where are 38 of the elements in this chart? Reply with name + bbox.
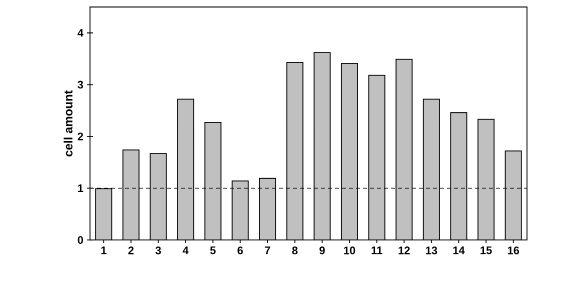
bar [396, 59, 412, 240]
bar [341, 63, 358, 240]
bar [232, 180, 248, 240]
y-tick-label: 1 [78, 184, 84, 192]
bar [504, 150, 522, 240]
bar [286, 62, 303, 240]
x-tick-label: 1 [101, 246, 106, 254]
bar [96, 188, 112, 240]
x-tick-label: 2 [128, 246, 134, 254]
x-tick-label: 7 [264, 246, 270, 254]
y-tick-label: 0 [78, 236, 84, 244]
x-tick-label: 11 [372, 246, 382, 254]
x-tick-label: 14 [453, 246, 465, 254]
bar [259, 178, 276, 240]
bar [450, 112, 467, 240]
x-tick-label: 10 [344, 246, 356, 254]
bar [314, 52, 330, 240]
bar [178, 99, 194, 240]
bar [423, 99, 440, 240]
bar [204, 122, 221, 240]
x-tick-label: 9 [319, 246, 325, 254]
x-tick-label: 16 [508, 246, 520, 254]
x-tick-label: 13 [426, 246, 438, 254]
y-tick-label: 2 [78, 132, 84, 140]
x-tick-label: 6 [238, 246, 243, 254]
x-tick-label: 15 [480, 246, 492, 254]
y-tick-label: 3 [78, 80, 84, 89]
x-tick-label: 12 [398, 246, 410, 254]
y-tick-label: 4 [78, 29, 84, 37]
x-tick-label: 8 [292, 246, 298, 254]
bar [478, 119, 494, 240]
x-tick-label: 3 [155, 246, 161, 254]
bar [150, 154, 166, 240]
y-axis-title: cell amount [64, 90, 72, 156]
x-tick-label: 4 [182, 246, 189, 254]
x-tick-label: 5 [210, 246, 216, 254]
bar [368, 75, 385, 240]
bar [122, 150, 140, 240]
